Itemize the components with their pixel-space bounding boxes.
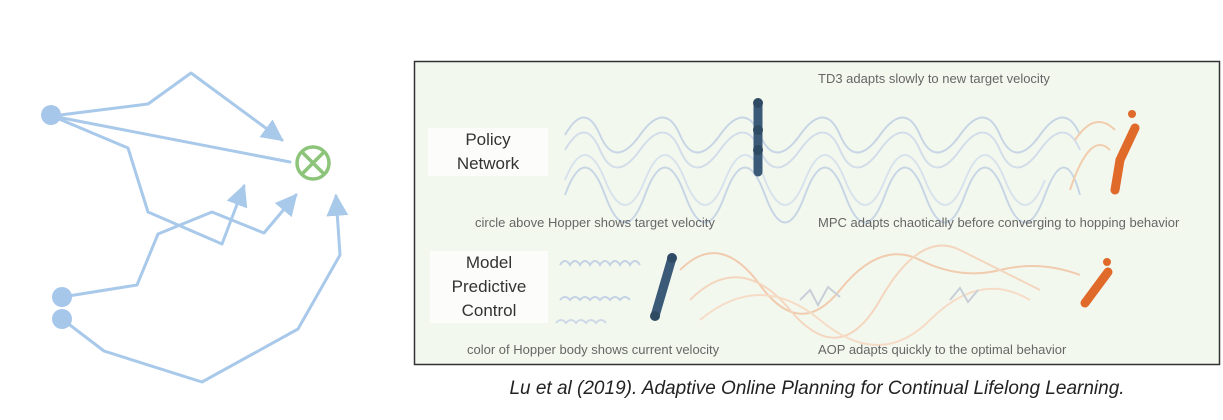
mpc-label: Model Predictive Control bbox=[430, 251, 548, 323]
target-velocity-note: circle above Hopper shows target velocit… bbox=[475, 215, 715, 230]
start-node-top bbox=[41, 105, 61, 125]
path-2 bbox=[50, 114, 248, 246]
circle-x-icon bbox=[295, 145, 331, 181]
hopper-panel bbox=[413, 60, 1221, 366]
mpc-chaotic-note: MPC adapts chaotically before converging… bbox=[818, 215, 1180, 230]
path-5 bbox=[50, 114, 292, 164]
figure-caption: Lu et al (2019). Adaptive Online Plannin… bbox=[509, 378, 1125, 399]
policy-network-label: Policy Network bbox=[428, 128, 548, 176]
mpc-label-line3: Control bbox=[461, 301, 517, 320]
path-4 bbox=[60, 193, 349, 384]
mpc-label-line2: Predictive bbox=[451, 277, 527, 296]
mpc-label-line1: Model bbox=[465, 253, 513, 272]
start-node-bottom bbox=[52, 309, 72, 329]
policy-label-line2: Network bbox=[456, 154, 520, 173]
td3-note: TD3 adapts slowly to new target velocity bbox=[818, 71, 1050, 86]
policy-label-line1: Policy bbox=[465, 130, 511, 149]
hopper-orange-policy bbox=[1110, 110, 1140, 195]
body-color-note: color of Hopper body shows current veloc… bbox=[467, 342, 720, 357]
hopper-orange-mpc bbox=[1080, 258, 1113, 308]
policy-traces bbox=[564, 116, 1116, 224]
hopper-dark-mpc bbox=[650, 253, 677, 321]
aop-note: AOP adapts quickly to the optimal behavi… bbox=[818, 342, 1067, 357]
path-3 bbox=[60, 193, 298, 299]
hopper-dark-policy bbox=[753, 98, 763, 177]
path-1 bbox=[50, 71, 284, 142]
start-node-middle bbox=[52, 287, 72, 307]
path-diagram bbox=[50, 71, 349, 384]
mpc-traces bbox=[555, 244, 1081, 346]
